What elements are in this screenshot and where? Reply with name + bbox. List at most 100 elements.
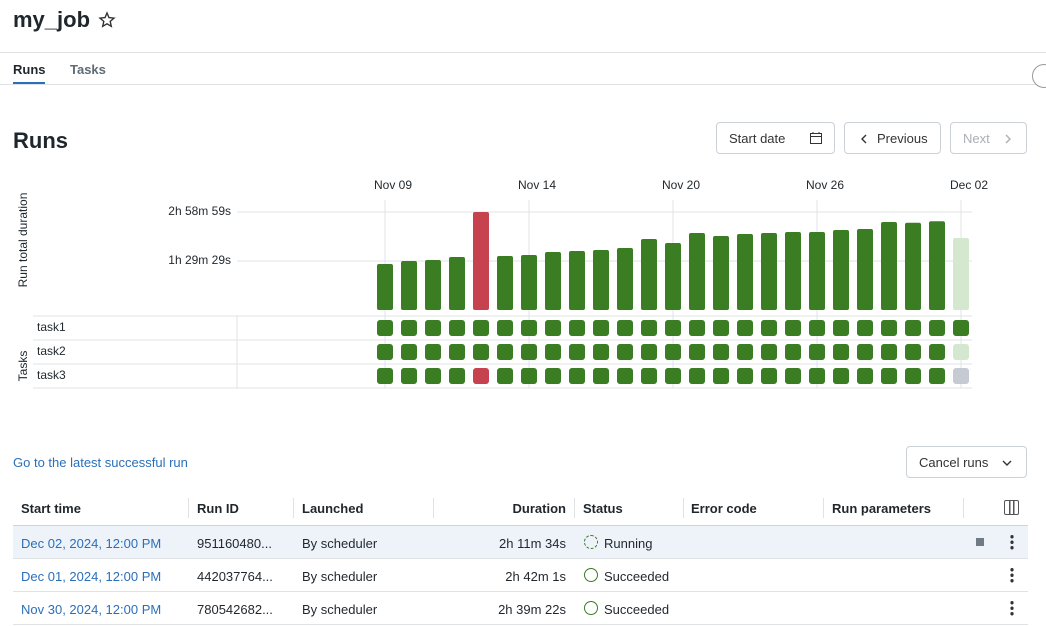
- task-status: [833, 344, 849, 360]
- x-tick-label: Dec 02: [950, 178, 988, 192]
- task-status: [785, 320, 801, 336]
- task-status: [809, 368, 825, 384]
- bar: [857, 228, 873, 310]
- task-status: [521, 320, 537, 336]
- task-status: [761, 320, 777, 336]
- task-status: [425, 344, 441, 360]
- kebab-menu[interactable]: [1010, 567, 1014, 583]
- start-time-link[interactable]: Dec 01, 2024, 12:00 PM: [21, 569, 162, 584]
- task-status: [665, 368, 681, 384]
- x-tick-label: Nov 26: [806, 178, 844, 192]
- task-status: [929, 368, 945, 384]
- bar: [449, 256, 465, 310]
- task-status: [905, 368, 921, 384]
- duration: 2h 42m 1s: [505, 569, 566, 584]
- chevron-right: [1005, 134, 1011, 144]
- bar: [785, 231, 801, 310]
- task-status: [377, 368, 393, 384]
- task-status: [737, 368, 753, 384]
- bar: [425, 259, 441, 310]
- task-status: [905, 344, 921, 360]
- task-status: [497, 320, 513, 336]
- bar: [665, 243, 681, 310]
- task-status: [641, 344, 657, 360]
- task-status: [737, 320, 753, 336]
- task-status: [473, 344, 489, 360]
- bar: [641, 239, 657, 310]
- latest-run-link[interactable]: Go to the latest successful run: [13, 455, 188, 470]
- task-status: [857, 344, 873, 360]
- column-separator: [963, 498, 964, 518]
- task-status: [833, 320, 849, 336]
- launched: By scheduler: [302, 569, 378, 584]
- run-id: 951160480...: [197, 536, 272, 551]
- bar: [905, 222, 921, 310]
- cancel-runs-button[interactable]: Cancel runs: [906, 446, 1027, 478]
- column-header: Duration: [512, 501, 566, 516]
- row-line: [13, 525, 1028, 526]
- status-icon: [584, 535, 598, 549]
- bar: [737, 233, 753, 310]
- task-status: [881, 368, 897, 384]
- bar: [401, 261, 417, 310]
- stop-icon[interactable]: [976, 538, 984, 546]
- task-status: [881, 320, 897, 336]
- task-status: [449, 320, 465, 336]
- chevron-down: [1002, 460, 1012, 466]
- kebab-menu[interactable]: [1010, 534, 1014, 550]
- calendar-icon: [810, 132, 822, 144]
- task-status: [953, 368, 969, 384]
- previous-button[interactable]: Previous: [844, 122, 941, 154]
- task-status: [545, 368, 561, 384]
- tab-tasks[interactable]: Tasks: [70, 62, 106, 77]
- task-status: [401, 344, 417, 360]
- launched: By scheduler: [302, 602, 378, 617]
- task-status: [761, 368, 777, 384]
- bar: [809, 231, 825, 310]
- status: Succeeded: [604, 602, 670, 617]
- column-header: Status: [583, 501, 623, 516]
- columns-icon[interactable]: [1004, 500, 1019, 515]
- column-separator: [574, 498, 575, 518]
- status: Succeeded: [604, 569, 670, 584]
- task-status: [569, 368, 585, 384]
- row-line: [13, 624, 1028, 625]
- column-separator: [823, 498, 824, 518]
- chevron-left: [861, 134, 867, 144]
- tab-indicator: [13, 82, 45, 85]
- button-label: Previous: [877, 131, 928, 146]
- task-status: [713, 368, 729, 384]
- task-label: task3: [37, 368, 66, 382]
- task-status: [401, 368, 417, 384]
- task-status: [785, 368, 801, 384]
- bar: [713, 235, 729, 310]
- column-header: Run ID: [197, 501, 239, 516]
- row-line: [13, 591, 1028, 592]
- task-status: [617, 368, 633, 384]
- start-time-link[interactable]: Nov 30, 2024, 12:00 PM: [21, 602, 162, 617]
- task-status: [593, 368, 609, 384]
- runs-chart: Run total duration Tasks 1h 29m 29s 2h 58m …: [16, 178, 988, 389]
- kebab-menu[interactable]: [1010, 600, 1014, 616]
- next-button[interactable]: Next: [950, 122, 1027, 154]
- star-icon[interactable]: [98, 11, 116, 29]
- divider: [0, 84, 1046, 85]
- task-status: [593, 320, 609, 336]
- task-status: [593, 344, 609, 360]
- x-tick-label: Nov 09: [374, 178, 412, 192]
- task-status: [929, 344, 945, 360]
- task-status: [545, 344, 561, 360]
- task-status: [665, 320, 681, 336]
- status: Running: [604, 536, 653, 551]
- task-status: [713, 344, 729, 360]
- start-date-button[interactable]: Start date: [716, 122, 835, 154]
- duration: 2h 39m 22s: [498, 602, 566, 617]
- task-status: [569, 320, 585, 336]
- start-time-link[interactable]: Dec 02, 2024, 12:00 PM: [21, 536, 162, 551]
- task-status: [905, 320, 921, 336]
- task-status: [425, 320, 441, 336]
- task-status: [665, 344, 681, 360]
- tab-runs[interactable]: Runs: [13, 62, 46, 77]
- task-status: [881, 344, 897, 360]
